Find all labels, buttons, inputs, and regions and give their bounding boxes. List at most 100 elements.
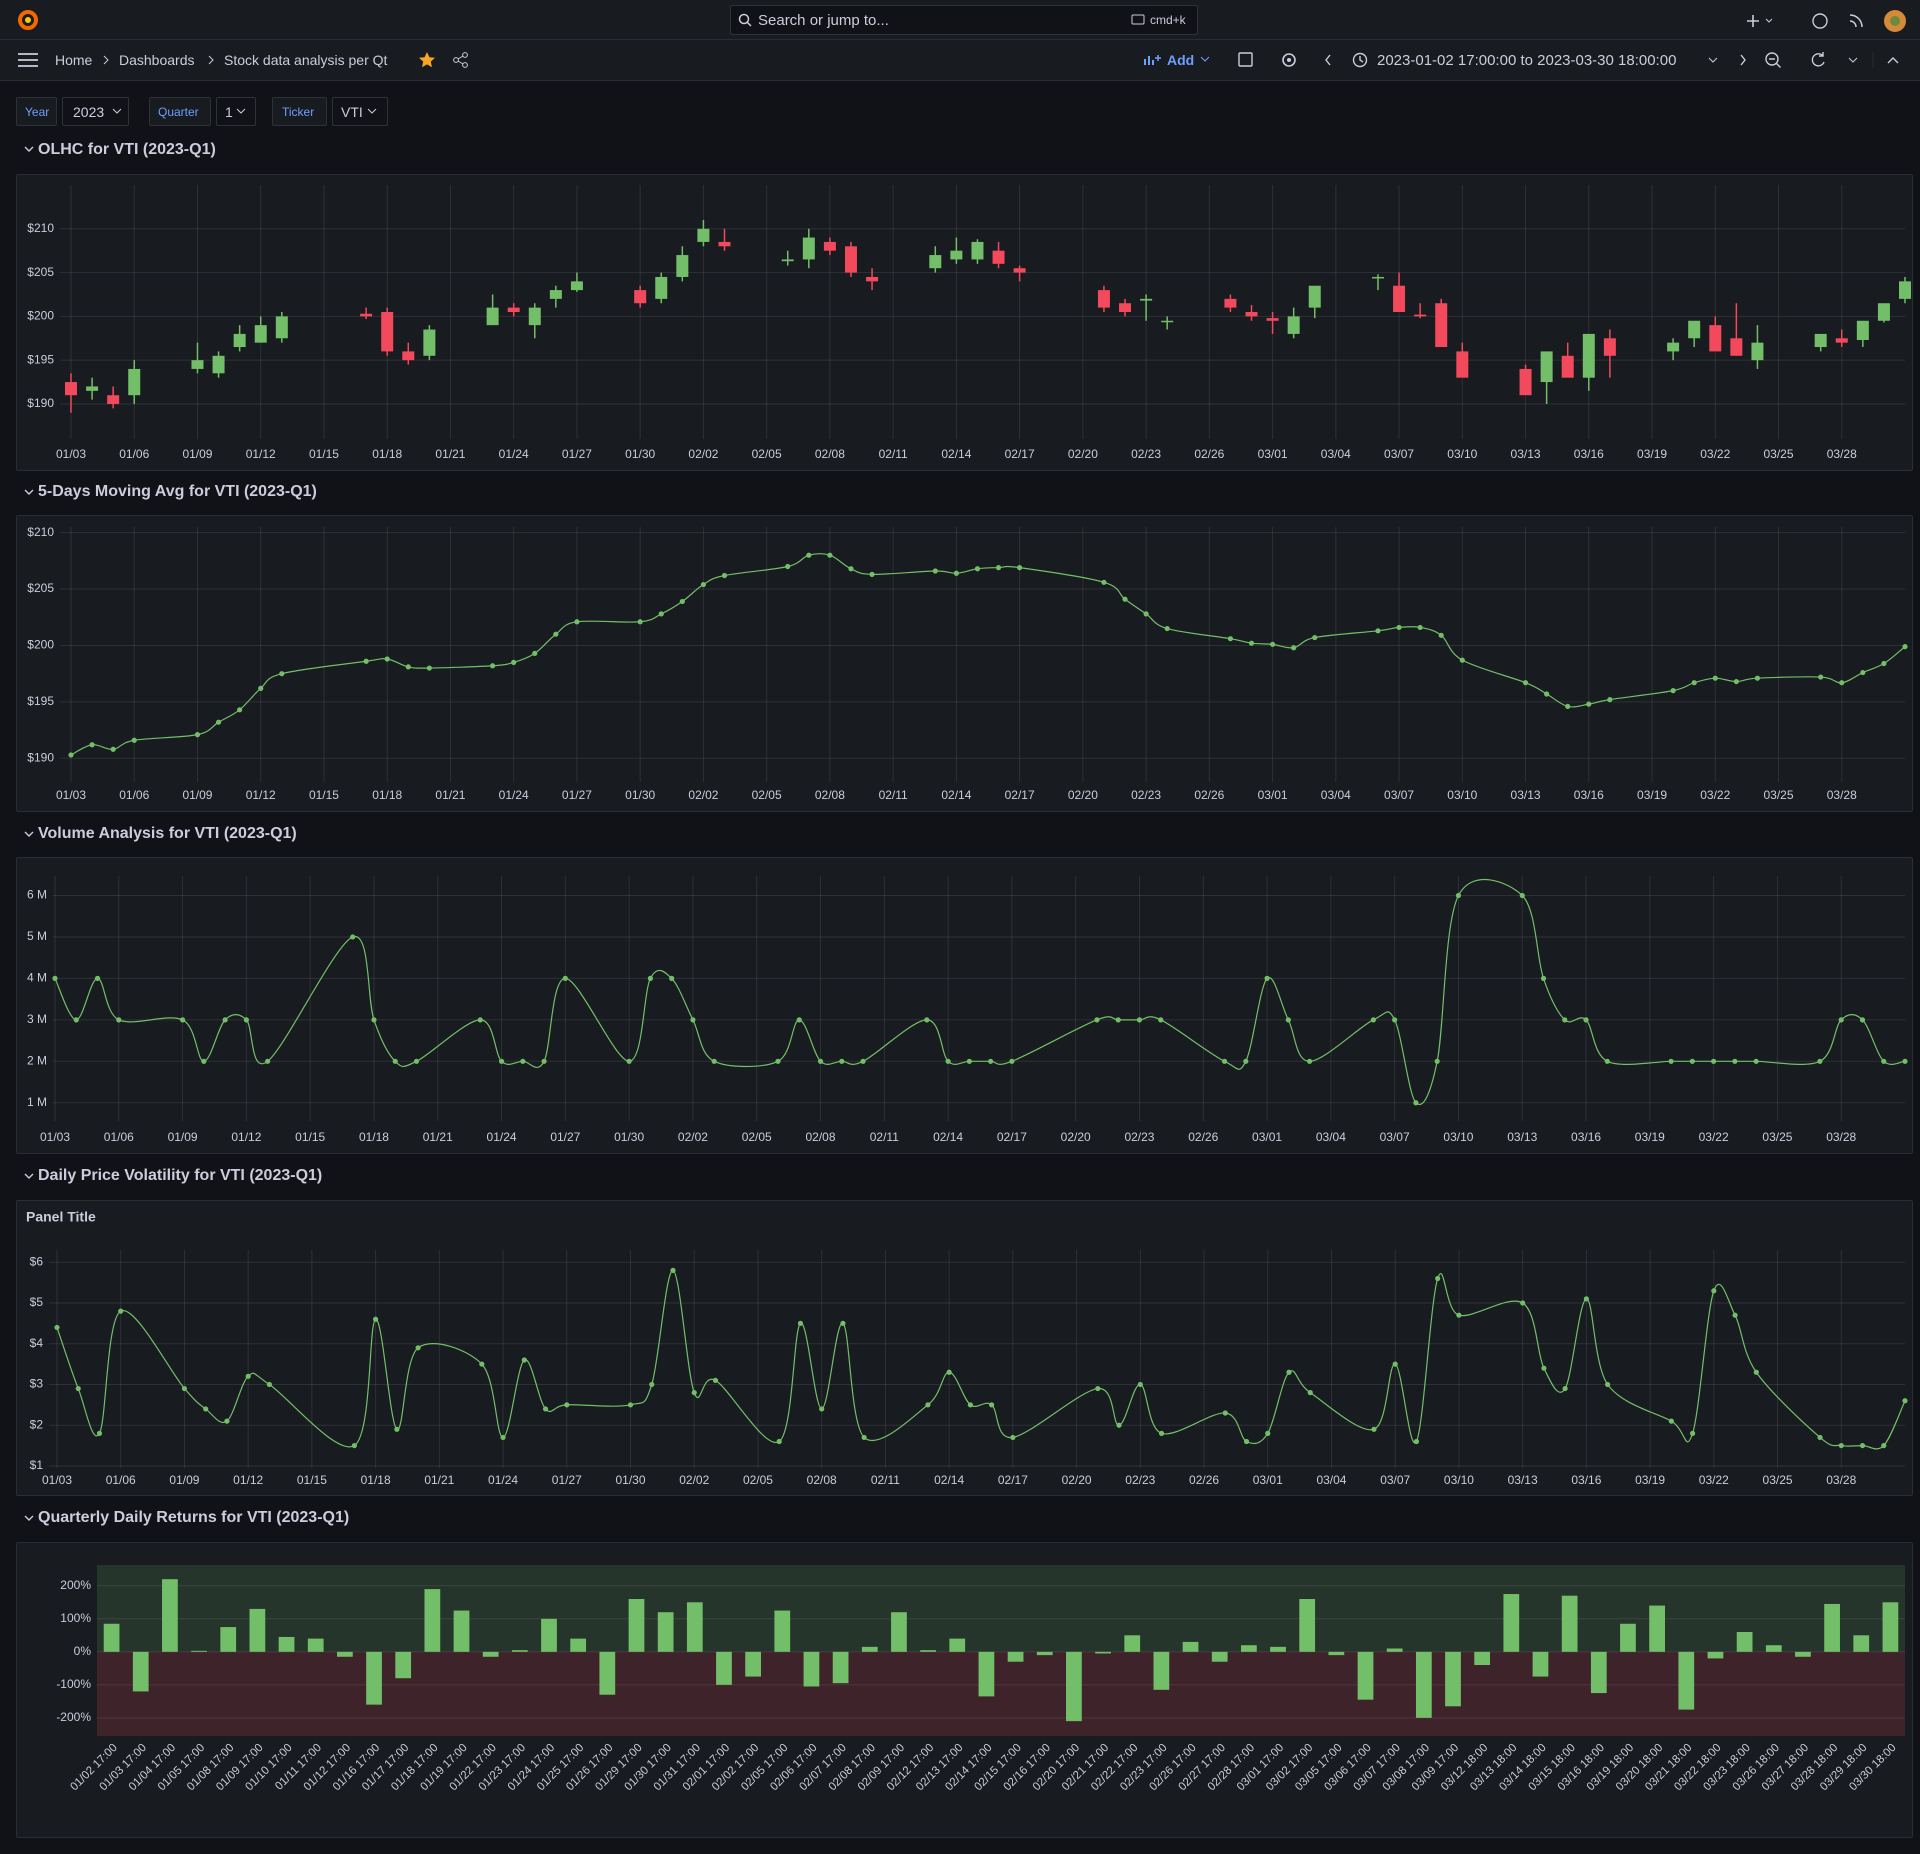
row-caret[interactable] <box>24 1172 34 1180</box>
row-caret[interactable] <box>24 830 34 838</box>
x-tick-label: 02/11 <box>870 1130 899 1144</box>
variable-value[interactable]: 1 <box>225 104 233 120</box>
x-tick-label: 03/04 <box>1316 1130 1346 1144</box>
x-tick-label: 02/14 <box>941 447 971 461</box>
point <box>1221 1058 1228 1064</box>
point <box>775 1058 781 1064</box>
candle-body <box>1709 325 1722 352</box>
point <box>1540 975 1547 981</box>
row-caret[interactable] <box>24 1514 34 1522</box>
point <box>1860 669 1866 676</box>
x-tick-label: 02/23 <box>1131 447 1161 461</box>
row-title[interactable]: Quarterly Daily Returns for VTI (2023-Q1… <box>38 1509 350 1526</box>
row-caret[interactable] <box>24 145 34 153</box>
point <box>1158 1430 1165 1436</box>
toolbar-icons[interactable] <box>1236 50 1336 70</box>
bar <box>1328 1651 1345 1656</box>
x-tick-label: 02/02 <box>679 1473 709 1487</box>
point <box>861 1434 867 1441</box>
bar <box>103 1623 120 1652</box>
variable-select[interactable] <box>332 97 388 126</box>
variable-value[interactable]: VTI <box>341 104 363 120</box>
row-caret[interactable] <box>24 488 34 496</box>
bar <box>366 1651 382 1705</box>
point <box>691 1390 697 1396</box>
point <box>796 1017 802 1023</box>
breadcrumb-dashboards[interactable]: Dashboards <box>119 52 195 68</box>
x-tick-label: 01/27 <box>562 788 592 802</box>
row-title[interactable]: Volume Analysis for VTI (2023-Q1) <box>38 825 297 842</box>
breadcrumb-home[interactable]: Home <box>55 52 93 68</box>
star-share-icons[interactable] <box>418 51 478 69</box>
x-tick-label: 01/21 <box>435 447 465 461</box>
bar <box>541 1618 557 1652</box>
candle-body <box>1519 368 1532 396</box>
search-box[interactable] <box>730 5 1198 35</box>
point <box>1859 1442 1866 1449</box>
point <box>649 1381 655 1388</box>
x-tick-label: 01/12 <box>246 788 276 802</box>
point <box>237 707 243 713</box>
point <box>670 1267 676 1273</box>
x-tick-label: 01/18 <box>372 447 402 461</box>
x-tick-label: 01/03 <box>56 447 86 461</box>
row-title[interactable]: OLHC for VTI (2023-Q1) <box>38 141 216 158</box>
bar <box>1357 1651 1374 1700</box>
point <box>1243 1058 1249 1064</box>
variable-select[interactable] <box>62 97 129 126</box>
row-title[interactable]: Daily Price Volatility for VTI (2023-Q1) <box>38 1167 323 1184</box>
x-tick-label: 02/23 <box>1125 1473 1155 1487</box>
point <box>679 598 685 605</box>
point <box>350 934 356 940</box>
point <box>1286 1369 1292 1375</box>
bar <box>1824 1603 1840 1652</box>
point <box>179 1017 186 1023</box>
bar <box>1445 1651 1461 1707</box>
point <box>574 619 580 625</box>
x-tick-label: 03/10 <box>1447 447 1477 461</box>
bar <box>1474 1651 1491 1666</box>
row-title[interactable]: 5-Days Moving Avg for VTI (2023-Q1) <box>38 483 317 500</box>
x-tick-label: 03/22 <box>1700 447 1730 461</box>
x-tick-label: 03/22 <box>1700 788 1730 802</box>
x-tick-label: 01/18 <box>372 788 402 802</box>
logo[interactable] <box>16 8 40 32</box>
candle-body <box>1688 320 1701 339</box>
x-tick-label: 03/28 <box>1826 1473 1856 1487</box>
point <box>819 1406 825 1412</box>
variable-label-box <box>272 97 327 126</box>
variable-value[interactable]: 2023 <box>73 104 105 120</box>
point <box>498 1058 505 1064</box>
point <box>265 1058 271 1064</box>
candle-body <box>1435 303 1448 348</box>
y-tick-label: $3 <box>30 1377 44 1391</box>
point <box>1753 1058 1759 1064</box>
search-placeholder[interactable]: Search or jump to... <box>758 12 889 29</box>
x-tick-label: 01/15 <box>309 788 339 802</box>
bar <box>278 1636 295 1652</box>
point <box>1689 1430 1696 1436</box>
header-icons[interactable] <box>1746 10 1916 32</box>
point <box>658 611 664 617</box>
point <box>279 671 285 677</box>
x-tick-label: 01/12 <box>246 447 276 461</box>
bar <box>1066 1651 1082 1722</box>
point <box>712 1377 719 1383</box>
y-tick-label: $195 <box>27 352 54 366</box>
point <box>96 1430 103 1436</box>
bar <box>1707 1651 1724 1659</box>
variable-select[interactable] <box>216 97 256 126</box>
x-tick-label: 03/16 <box>1574 788 1604 802</box>
menu-icon[interactable] <box>17 51 39 69</box>
x-tick-label: 03/22 <box>1699 1473 1729 1487</box>
add-button[interactable]: Add <box>1167 52 1195 68</box>
candle-body <box>1414 314 1427 317</box>
candle-body <box>423 329 436 356</box>
point <box>1227 636 1234 642</box>
point <box>1143 611 1149 617</box>
bar <box>1678 1651 1695 1710</box>
time-controls[interactable] <box>1706 50 1916 70</box>
search-icon <box>738 13 752 27</box>
time-range[interactable]: 2023-01-02 17:00:00 to 2023-03-30 18:00:… <box>1377 52 1677 69</box>
bar <box>1503 1594 1520 1652</box>
